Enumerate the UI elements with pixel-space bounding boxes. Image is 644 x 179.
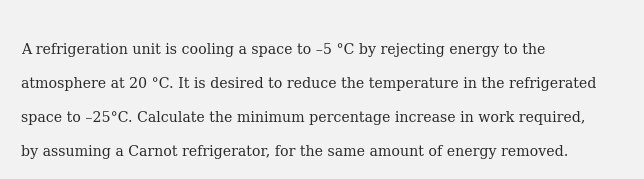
Text: space to –25°C. Calculate the minimum percentage increase in work required,: space to –25°C. Calculate the minimum pe…	[21, 111, 585, 125]
Text: A refrigeration unit is cooling a space to –5 °C by rejecting energy to the: A refrigeration unit is cooling a space …	[21, 43, 545, 57]
Text: by assuming a Carnot refrigerator, for the same amount of energy removed.: by assuming a Carnot refrigerator, for t…	[21, 145, 568, 159]
Text: atmosphere at 20 °C. It is desired to reduce the temperature in the refrigerated: atmosphere at 20 °C. It is desired to re…	[21, 77, 596, 91]
